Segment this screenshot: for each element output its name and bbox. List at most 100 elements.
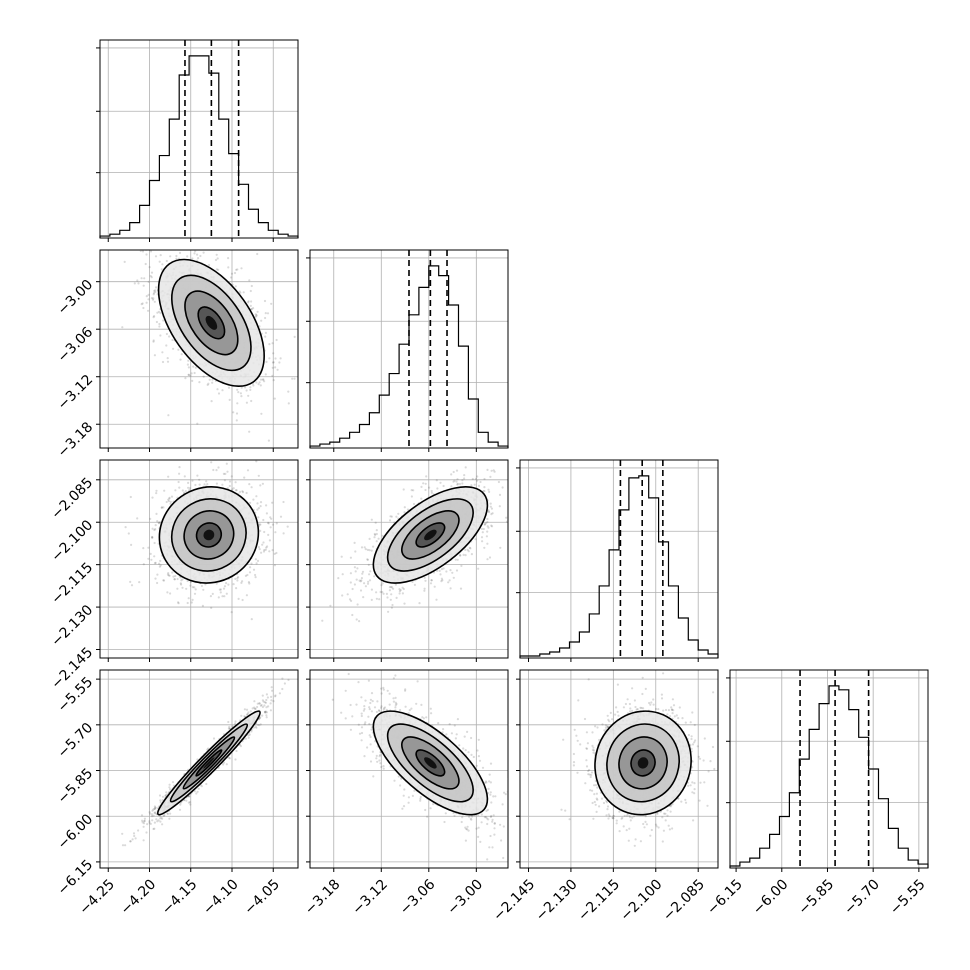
scatter-point bbox=[211, 381, 214, 384]
panel-content bbox=[321, 466, 508, 623]
scatter-point bbox=[397, 512, 400, 515]
scatter-point bbox=[212, 468, 215, 472]
scatter-point bbox=[403, 511, 406, 514]
scatter-point bbox=[282, 500, 285, 504]
scatter-point bbox=[359, 589, 363, 592]
scatter-point bbox=[152, 292, 156, 295]
scatter-point bbox=[258, 381, 261, 384]
scatter-point bbox=[459, 587, 463, 590]
scatter-point bbox=[412, 489, 415, 492]
scatter-point bbox=[154, 286, 158, 289]
scatter-point bbox=[151, 527, 154, 530]
scatter-point bbox=[264, 373, 267, 376]
scatter-point bbox=[366, 582, 370, 585]
scatter-point bbox=[158, 521, 161, 524]
scatter-point bbox=[189, 584, 192, 587]
scatter-point bbox=[340, 555, 343, 558]
scatter-point bbox=[450, 485, 453, 488]
scatter-point bbox=[486, 542, 489, 545]
scatter-point bbox=[248, 571, 252, 574]
scatter-point bbox=[264, 312, 267, 315]
panel-frame bbox=[309, 459, 509, 659]
scatter-point bbox=[153, 555, 156, 558]
scatter-point bbox=[234, 489, 237, 492]
scatter-point bbox=[261, 378, 264, 381]
scatter-point bbox=[273, 397, 276, 400]
scatter-point bbox=[121, 326, 124, 329]
scatter-point bbox=[151, 496, 154, 499]
scatter-point bbox=[196, 758, 199, 761]
scatter-point bbox=[367, 580, 370, 583]
scatter-point bbox=[137, 829, 140, 832]
scatter-point bbox=[489, 502, 492, 505]
scatter-point bbox=[154, 524, 157, 527]
scatter-point bbox=[153, 811, 156, 815]
scatter-point bbox=[257, 516, 260, 519]
scatter-point bbox=[236, 579, 239, 582]
scatter-point bbox=[410, 489, 413, 492]
scatter-point bbox=[196, 422, 199, 425]
scatter-point bbox=[270, 517, 273, 520]
scatter-point bbox=[273, 564, 276, 567]
scatter-point bbox=[153, 562, 157, 565]
scatter-point bbox=[177, 601, 180, 604]
scatter-point bbox=[141, 250, 145, 253]
scatter-point bbox=[261, 482, 264, 485]
scatter-point bbox=[145, 253, 148, 256]
scatter-point bbox=[486, 517, 489, 521]
scatter-point bbox=[440, 568, 443, 571]
scatter-point bbox=[483, 522, 486, 526]
scatter-point bbox=[390, 585, 393, 589]
scatter-point bbox=[184, 377, 187, 380]
scatter-point bbox=[158, 325, 161, 328]
scatter-point bbox=[264, 711, 267, 714]
scatter-point bbox=[430, 579, 433, 582]
scatter-point bbox=[482, 527, 485, 531]
contour-level-0 bbox=[197, 306, 226, 340]
scatter-point bbox=[480, 536, 484, 539]
scatter-point bbox=[247, 394, 250, 397]
scatter-point bbox=[299, 365, 301, 367]
scatter-point bbox=[228, 484, 231, 488]
scatter-point bbox=[412, 502, 416, 506]
scatter-point bbox=[279, 515, 283, 518]
scatter-point bbox=[293, 377, 296, 380]
scatter-point bbox=[159, 564, 162, 567]
scatter-point bbox=[180, 579, 183, 582]
scatter-point bbox=[247, 300, 250, 303]
scatter-point bbox=[461, 479, 464, 482]
scatter-point bbox=[218, 588, 221, 591]
scatter-point bbox=[172, 575, 175, 578]
scatter-point bbox=[236, 577, 239, 580]
scatter-point bbox=[152, 297, 155, 300]
scatter-point bbox=[236, 388, 239, 391]
scatter-point bbox=[256, 310, 259, 313]
scatter-point bbox=[430, 489, 433, 493]
scatter-point bbox=[252, 384, 255, 387]
scatter-panel-1-0 bbox=[96, 249, 301, 452]
scatter-point bbox=[194, 483, 197, 487]
scatter-point bbox=[486, 468, 489, 471]
scatter-point bbox=[259, 384, 262, 387]
scatter-point bbox=[237, 597, 240, 601]
scatter-point bbox=[485, 522, 488, 525]
scatter-point bbox=[154, 577, 157, 580]
scatter-point bbox=[363, 546, 366, 549]
scatter-point bbox=[196, 253, 199, 256]
panel-content bbox=[121, 677, 290, 847]
scatter-point bbox=[253, 707, 257, 710]
scatter-point bbox=[161, 823, 164, 826]
scatter-point bbox=[430, 579, 433, 582]
scatter-point bbox=[228, 480, 232, 483]
scatter-point bbox=[293, 335, 296, 338]
scatter-point bbox=[260, 551, 263, 554]
scatter-point bbox=[177, 602, 180, 605]
scatter-point bbox=[447, 581, 450, 584]
scatter-point bbox=[210, 400, 213, 403]
histogram-step-0 bbox=[99, 55, 299, 238]
scatter-point bbox=[147, 557, 150, 560]
scatter-point bbox=[346, 593, 349, 596]
scatter-point bbox=[364, 585, 367, 588]
scatter-point bbox=[161, 360, 165, 364]
scatter-point bbox=[337, 577, 340, 580]
